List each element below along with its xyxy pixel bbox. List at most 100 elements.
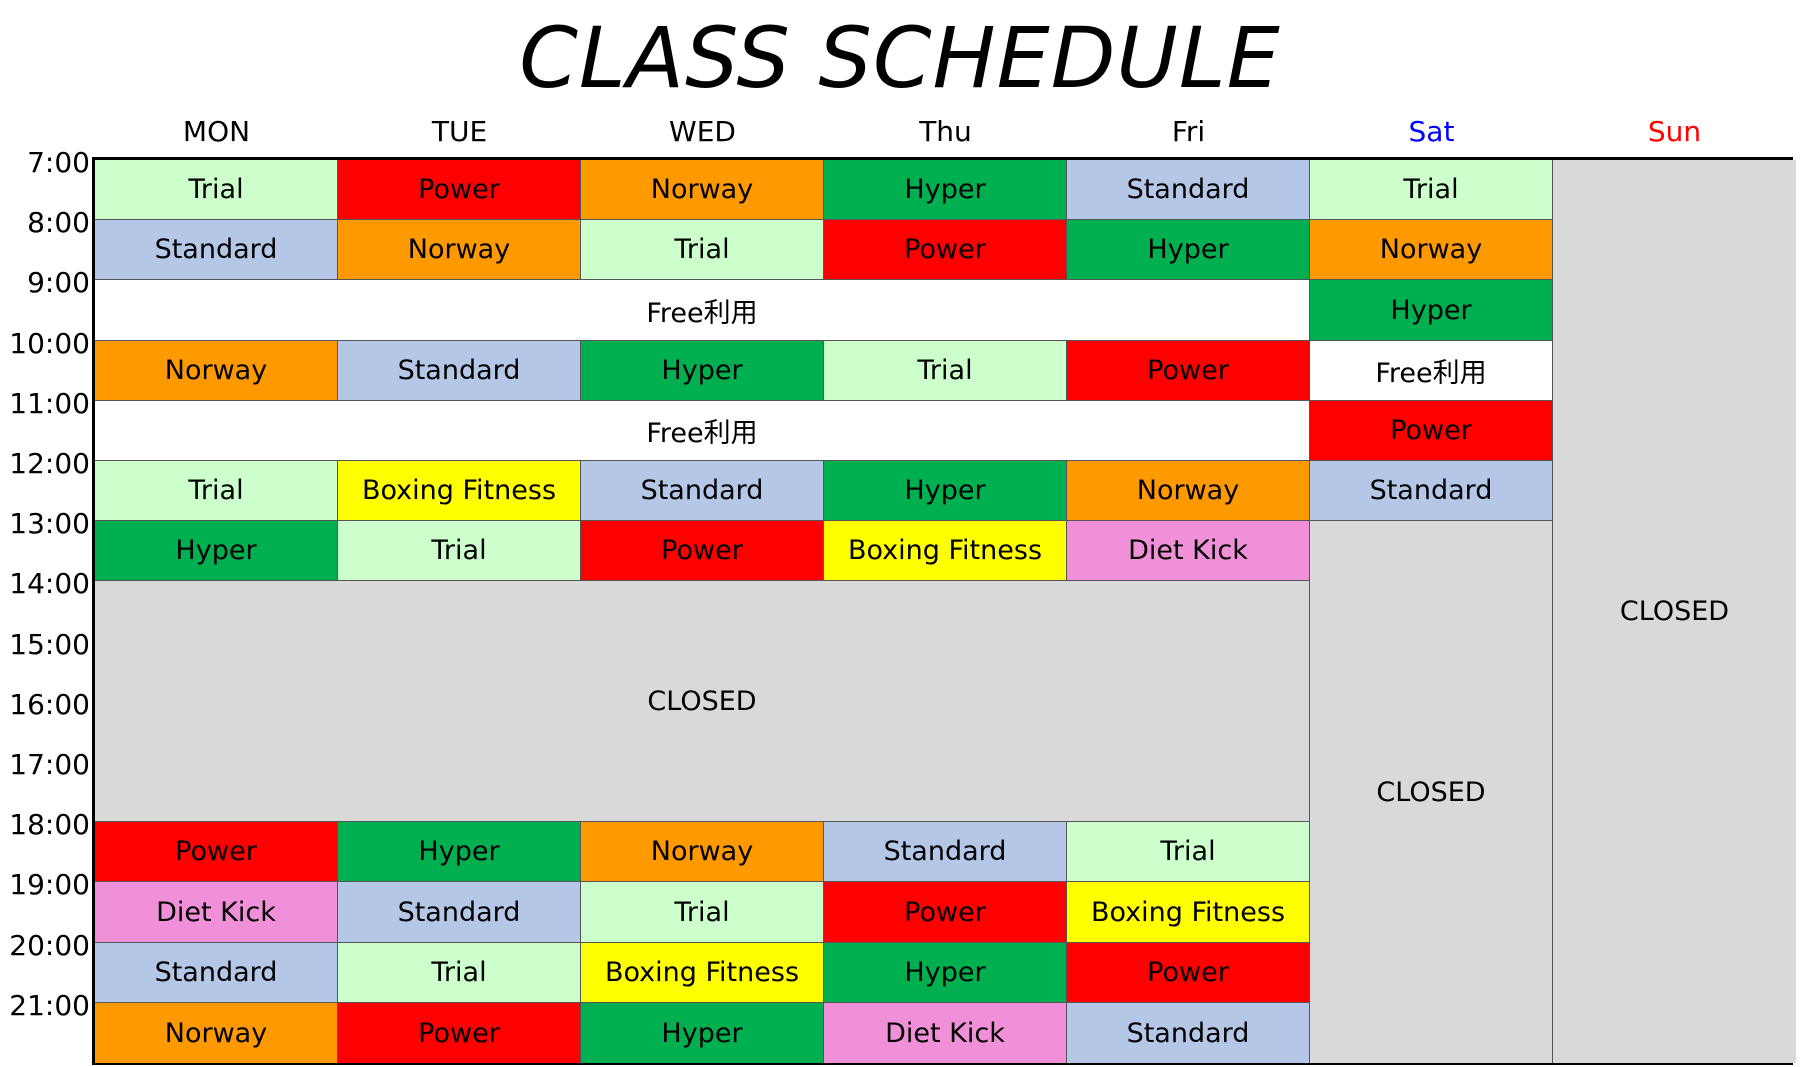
class-label: Power — [175, 836, 257, 867]
class-cell-hyper: Hyper — [824, 943, 1067, 1003]
class-label: Standard — [640, 475, 764, 506]
class-label: Hyper — [661, 1017, 743, 1049]
class-label: Norway — [164, 1017, 268, 1049]
class-cell-hyper: Hyper — [338, 822, 581, 882]
class-label: Diet Kick — [885, 1017, 1005, 1049]
class-label: Trial — [917, 355, 973, 386]
time-label: 17:00 — [9, 748, 90, 781]
class-cell-closed: CLOSED — [1553, 160, 1796, 1063]
class-cell-standard: Standard — [338, 882, 581, 943]
class-cell-hyper: Hyper — [581, 1003, 824, 1063]
class-label: Hyper — [1147, 234, 1229, 265]
day-header-tue: TUE — [431, 115, 488, 148]
time-label: 21:00 — [9, 988, 90, 1022]
class-cell-free: Free利用 — [95, 401, 1310, 461]
day-header-mon: MON — [182, 115, 251, 148]
time-label: 15:00 — [9, 627, 90, 661]
class-label: Diet Kick — [1128, 535, 1248, 566]
class-cell-hyper: Hyper — [581, 341, 824, 401]
class-label: Standard — [397, 896, 521, 928]
day-header-fri: Fri — [1171, 115, 1206, 148]
class-label: Power — [1390, 415, 1472, 446]
time-label: 18:00 — [9, 808, 90, 842]
class-cell-boxing-fitness: Boxing Fitness — [338, 461, 581, 521]
time-label: 10:00 — [9, 326, 90, 360]
class-label: Norway — [407, 234, 511, 265]
class-label: Diet Kick — [156, 896, 276, 928]
class-label: Trial — [674, 234, 730, 265]
class-cell-trial: Trial — [581, 882, 824, 943]
class-label: Boxing Fitness — [847, 535, 1043, 566]
class-label: Norway — [164, 355, 268, 386]
schedule-grid: Trial Power Norway Hyper Standard Trial CLOSED… — [92, 157, 1796, 1065]
class-cell-diet-kick: Diet Kick — [824, 1003, 1067, 1063]
class-label: Trial — [1160, 836, 1216, 867]
class-label: Hyper — [904, 174, 986, 205]
class-label: Trial — [431, 957, 487, 988]
class-label: Standard — [1126, 174, 1250, 205]
day-header-sat: Sat — [1408, 115, 1455, 148]
class-label: CLOSED — [1619, 596, 1730, 627]
class-cell-power: Power — [824, 220, 1067, 280]
class-cell-standard: Standard — [1310, 461, 1553, 521]
class-label: Hyper — [418, 836, 500, 867]
class-cell-norway: Norway — [95, 1003, 338, 1063]
class-cell-norway: Norway — [581, 822, 824, 882]
class-label: Trial — [188, 475, 244, 506]
class-cell-hyper: Hyper — [1310, 280, 1553, 341]
class-label: Boxing Fitness — [361, 475, 557, 506]
class-label: CLOSED — [1376, 776, 1486, 808]
class-cell-hyper: Hyper — [95, 521, 338, 581]
class-cell-closed: CLOSED — [1310, 521, 1553, 1063]
time-label: 14:00 — [9, 567, 90, 601]
class-cell-closed: CLOSED — [95, 581, 1310, 822]
time-label: 13:00 — [9, 507, 90, 541]
class-label: Power — [904, 896, 986, 928]
class-cell-norway: Norway — [338, 220, 581, 280]
page-title: CLASS SCHEDULE — [519, 9, 1281, 107]
class-label: Standard — [1126, 1017, 1250, 1049]
time-label: 8:00 — [27, 206, 90, 240]
class-label: Trial — [431, 535, 487, 566]
class-cell-norway: Norway — [95, 341, 338, 401]
class-cell-trial: Trial — [95, 461, 338, 521]
class-cell-power: Power — [1310, 401, 1553, 461]
class-label: Power — [904, 234, 986, 265]
class-label: Standard — [397, 355, 521, 386]
class-cell-trial: Trial — [95, 160, 338, 220]
class-cell-trial: Trial — [338, 521, 581, 581]
class-label: Boxing Fitness — [604, 957, 800, 988]
class-cell-trial: Trial — [1067, 822, 1310, 882]
class-cell-standard: Standard — [1067, 160, 1310, 220]
class-cell-standard: Standard — [95, 220, 338, 280]
day-header-sun: Sun — [1647, 115, 1702, 148]
class-cell-hyper: Hyper — [1067, 220, 1310, 280]
class-cell-power: Power — [824, 882, 1067, 943]
class-label: Power — [418, 174, 500, 205]
class-cell-power: Power — [1067, 943, 1310, 1003]
class-label: Standard — [154, 957, 278, 988]
class-cell-standard: Standard — [95, 943, 338, 1003]
time-label: 9:00 — [27, 266, 90, 300]
class-cell-hyper: Hyper — [824, 160, 1067, 220]
class-label: CLOSED — [647, 685, 757, 717]
class-label: Power — [418, 1017, 500, 1049]
class-label: Standard — [1369, 475, 1493, 506]
class-label: Power — [1147, 957, 1229, 988]
class-label: Standard — [154, 234, 278, 265]
time-label: 19:00 — [9, 868, 90, 902]
class-cell-boxing-fitness: Boxing Fitness — [824, 521, 1067, 581]
class-label: Hyper — [175, 535, 257, 566]
time-label: 12:00 — [9, 447, 90, 480]
class-cell-norway: Norway — [581, 160, 824, 220]
class-cell-free: Free利用 — [95, 280, 1310, 341]
class-cell-standard: Standard — [824, 822, 1067, 882]
class-label: Hyper — [904, 957, 986, 988]
class-label: Norway — [1379, 234, 1483, 265]
class-cell-norway: Norway — [1310, 220, 1553, 280]
class-cell-power: Power — [581, 521, 824, 581]
class-cell-diet-kick: Diet Kick — [1067, 521, 1310, 581]
class-cell-power: Power — [1067, 341, 1310, 401]
time-label: 7:00 — [27, 146, 90, 179]
class-label: Free利用 — [646, 297, 758, 329]
